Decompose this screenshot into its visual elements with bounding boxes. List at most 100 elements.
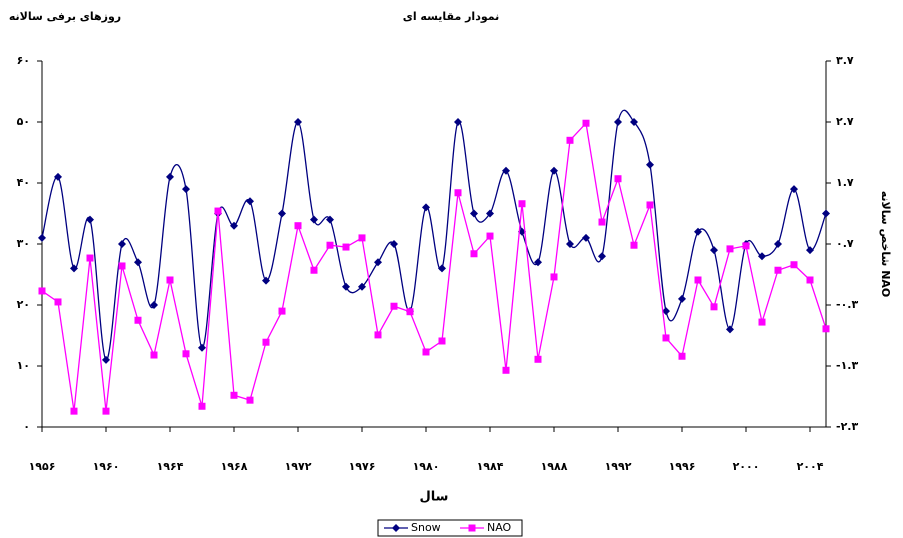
x-tick-label: ۱۹۶۰ [93, 460, 120, 473]
data-point [646, 160, 654, 169]
data-point [470, 209, 478, 218]
data-point [198, 402, 206, 410]
data-point [390, 240, 398, 248]
x-tick-label: ۱۹۷۶ [349, 460, 376, 473]
y2-tick-label: ۰.۷ [836, 237, 854, 250]
x-tick-label: ۱۹۵۶ [29, 460, 56, 473]
y2-tick-label: -۲.۳ [836, 420, 858, 433]
data-point [486, 209, 494, 218]
data-point [150, 301, 158, 309]
data-point [38, 287, 46, 295]
data-point [646, 201, 654, 209]
y-tick-label: ۳۰ [17, 237, 30, 250]
data-point [182, 350, 190, 358]
data-point [70, 407, 78, 415]
data-point [294, 222, 302, 230]
data-point [102, 355, 110, 364]
data-point [118, 240, 126, 248]
data-point [454, 189, 462, 197]
data-point [662, 307, 670, 316]
data-point [310, 215, 318, 224]
data-point [214, 207, 222, 215]
data-point [806, 276, 814, 284]
data-point [294, 118, 302, 126]
data-point [390, 302, 398, 310]
data-point [86, 254, 94, 262]
y-tick-label: ۵۰ [17, 115, 30, 128]
data-point [630, 241, 638, 249]
data-point [54, 298, 62, 306]
data-point [726, 245, 734, 253]
y-tick-label: ۲۰ [17, 298, 30, 311]
x-tick-label: ۱۹۶۸ [221, 460, 248, 473]
series-line [41, 109, 827, 361]
x-tick-label: ۱۹۶۴ [157, 460, 184, 473]
data-point [598, 218, 606, 226]
data-point [502, 366, 510, 374]
data-point [246, 197, 254, 206]
data-point [230, 391, 238, 399]
y2-tick-label: ۳.۷ [836, 54, 854, 67]
y-tick-label: ۰ [23, 420, 30, 433]
x-tick-label: ۱۹۹۲ [605, 460, 632, 473]
data-point [694, 276, 702, 284]
x-tick-label: ۱۹۸۸ [541, 460, 568, 473]
x-tick-label: ۱۹۹۶ [669, 460, 696, 473]
data-point [358, 234, 366, 242]
data-point [278, 307, 286, 315]
legend-label: Snow [411, 521, 441, 534]
data-point [758, 318, 766, 326]
data-point [134, 258, 142, 267]
data-point [422, 203, 430, 212]
data-point [278, 209, 286, 218]
data-point [182, 185, 190, 194]
data-point [582, 233, 590, 242]
data-point [614, 175, 622, 183]
data-point [262, 338, 270, 346]
data-point [822, 325, 830, 333]
x-tick-label: ۱۹۸۴ [477, 460, 504, 473]
y-axis-title: روزهای برفی سالانه [9, 10, 121, 23]
data-point [790, 185, 798, 194]
x-tick-label: ۱۹۷۲ [285, 460, 312, 473]
data-point [566, 136, 574, 144]
data-point [806, 246, 814, 255]
data-point [342, 243, 350, 251]
data-point [678, 352, 686, 360]
data-point [374, 258, 382, 267]
data-point [102, 407, 110, 415]
data-point [246, 396, 254, 404]
data-point [54, 172, 62, 181]
data-point [166, 172, 174, 181]
data-point [374, 331, 382, 339]
data-point [758, 252, 766, 261]
y2-tick-label: -۱.۳ [836, 359, 858, 372]
data-point [166, 276, 174, 284]
data-point [86, 215, 94, 224]
data-point [118, 262, 126, 270]
data-point [566, 240, 574, 248]
data-point [470, 250, 478, 258]
y2-tick-label: -۰.۳ [836, 298, 858, 311]
data-point [230, 221, 238, 230]
data-point [70, 264, 78, 273]
data-point [534, 355, 542, 363]
data-point [614, 118, 622, 126]
data-point [726, 325, 734, 334]
y-tick-label: ۶۰ [17, 54, 30, 67]
data-point [710, 246, 718, 255]
data-point [550, 273, 558, 281]
legend-marker [392, 524, 400, 532]
data-point [486, 232, 494, 240]
y-tick-label: ۱۰ [17, 359, 30, 372]
data-point [310, 266, 318, 274]
data-point [326, 241, 334, 249]
data-point [150, 351, 158, 359]
data-point [342, 282, 350, 291]
data-point [742, 242, 750, 250]
legend-label: NAO [487, 521, 512, 534]
data-point [774, 266, 782, 274]
series-line [41, 121, 827, 412]
chart-title: نمودار مقایسه ای [403, 10, 500, 23]
